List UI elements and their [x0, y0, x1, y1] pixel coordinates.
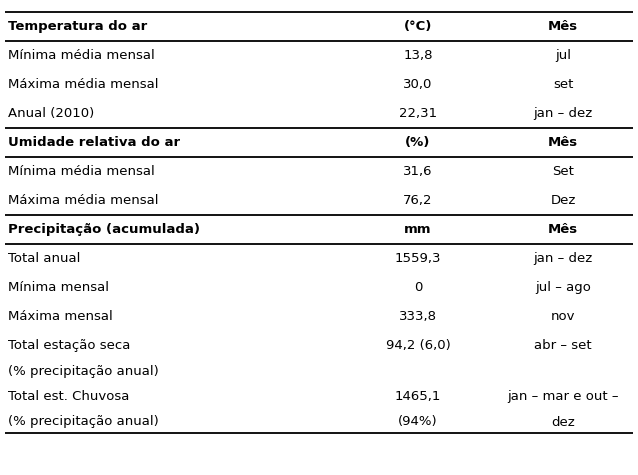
Text: set: set — [553, 78, 573, 91]
Text: Temperatura do ar: Temperatura do ar — [8, 20, 147, 33]
Text: jan – dez: jan – dez — [533, 107, 593, 120]
Text: Mês: Mês — [548, 223, 578, 236]
Text: Mínima mensal: Mínima mensal — [8, 281, 109, 294]
Text: jan – dez: jan – dez — [533, 252, 593, 265]
Text: Precipitação (acumulada): Precipitação (acumulada) — [8, 223, 200, 236]
Text: 22,31: 22,31 — [399, 107, 437, 120]
Text: mm: mm — [404, 223, 432, 236]
Text: Máxima média mensal: Máxima média mensal — [8, 194, 158, 207]
Text: jul – ago: jul – ago — [535, 281, 591, 294]
Text: (°C): (°C) — [404, 20, 432, 33]
Text: 94,2 (6,0): 94,2 (6,0) — [385, 339, 450, 352]
Text: Dez: Dez — [551, 194, 575, 207]
Text: 333,8: 333,8 — [399, 310, 437, 323]
Text: dez: dez — [551, 416, 575, 428]
Text: (% precipitação anual): (% precipitação anual) — [8, 416, 159, 428]
Text: Mês: Mês — [548, 136, 578, 149]
Text: 1465,1: 1465,1 — [395, 390, 441, 403]
Text: Total estação seca: Total estação seca — [8, 339, 130, 352]
Text: Máxima média mensal: Máxima média mensal — [8, 78, 158, 91]
Text: (%): (%) — [405, 136, 431, 149]
Text: Total est. Chuvosa: Total est. Chuvosa — [8, 390, 130, 403]
Text: 13,8: 13,8 — [403, 49, 433, 62]
Text: 1559,3: 1559,3 — [395, 252, 441, 265]
Text: jan – mar e out –: jan – mar e out – — [507, 390, 619, 403]
Text: Total anual: Total anual — [8, 252, 80, 265]
Text: 30,0: 30,0 — [403, 78, 433, 91]
Text: Anual (2010): Anual (2010) — [8, 107, 94, 120]
Text: Mês: Mês — [548, 20, 578, 33]
Text: Mínima média mensal: Mínima média mensal — [8, 49, 155, 62]
Text: nov: nov — [551, 310, 575, 323]
Text: Mínima média mensal: Mínima média mensal — [8, 165, 155, 178]
Text: (% precipitação anual): (% precipitação anual) — [8, 364, 159, 378]
Text: 76,2: 76,2 — [403, 194, 433, 207]
Text: Umidade relativa do ar: Umidade relativa do ar — [8, 136, 180, 149]
Text: jul: jul — [555, 49, 571, 62]
Text: Set: Set — [552, 165, 574, 178]
Text: 0: 0 — [414, 281, 422, 294]
Text: 31,6: 31,6 — [403, 165, 433, 178]
Text: abr – set: abr – set — [534, 339, 592, 352]
Text: (94%): (94%) — [398, 416, 438, 428]
Text: Máxima mensal: Máxima mensal — [8, 310, 113, 323]
